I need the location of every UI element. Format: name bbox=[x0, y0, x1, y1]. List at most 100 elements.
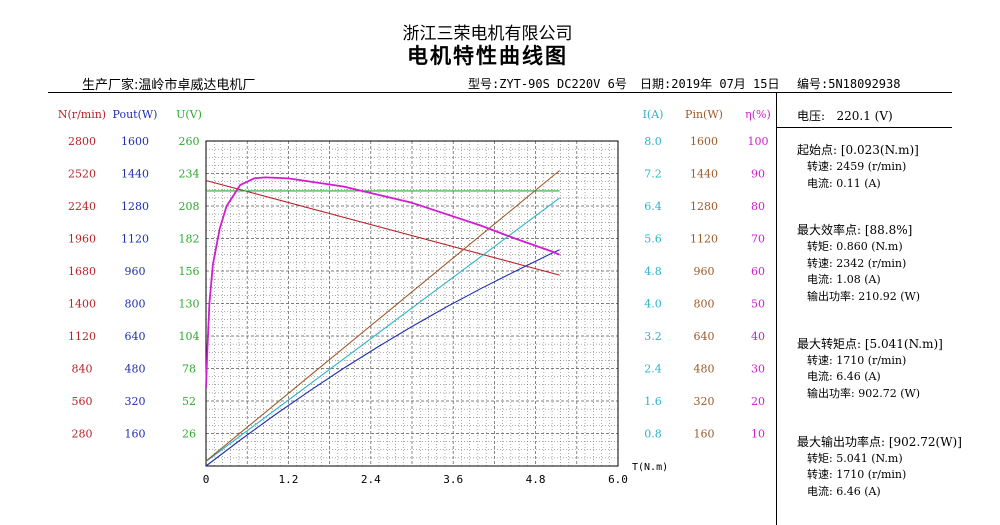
panel-start-head: 起始点: [0.023(N.m)] bbox=[797, 143, 919, 157]
panel-maxpower-head: 最大输出功率点: [902.72(W)] bbox=[797, 435, 962, 449]
tick-label-efficiency: 80 bbox=[751, 200, 765, 213]
tick-label-pin: 800 bbox=[694, 298, 715, 311]
tick-label-voltage: 260 bbox=[179, 135, 200, 148]
panel-maxtorque-line: 电流: 6.46 (A) bbox=[807, 370, 881, 383]
panel-start-line: 电流: 0.11 (A) bbox=[807, 177, 881, 190]
x-tick-label: 4.8 bbox=[526, 473, 546, 486]
header-divider bbox=[48, 92, 952, 93]
panel-start-line: 转速: 2459 (r/min) bbox=[807, 160, 907, 173]
tick-label-speed: 560 bbox=[72, 395, 93, 408]
panel-voltage: 电压: 220.1 (V) bbox=[797, 109, 893, 123]
tick-label-voltage: 130 bbox=[179, 298, 200, 311]
tick-label-efficiency: 20 bbox=[751, 395, 765, 408]
x-tick-label: 2.4 bbox=[361, 473, 381, 486]
tick-label-speed: 1400 bbox=[68, 298, 96, 311]
tick-label-speed: 1120 bbox=[68, 330, 96, 343]
axis-label-current: I(A) bbox=[643, 108, 664, 121]
tick-label-efficiency: 100 bbox=[748, 135, 769, 148]
panel-maxpower-line: 转速: 1710 (r/min) bbox=[807, 468, 907, 481]
tick-label-pin: 480 bbox=[694, 363, 715, 376]
tick-label-current: 5.6 bbox=[644, 233, 662, 246]
axis-label-voltage: U(V) bbox=[176, 108, 202, 121]
series-line-pin bbox=[205, 170, 560, 462]
tick-label-current: 1.6 bbox=[644, 395, 662, 408]
panel-maxeff-line: 转矩: 0.860 (N.m) bbox=[807, 240, 903, 253]
panel-maxpower-line: 电流: 6.46 (A) bbox=[807, 485, 881, 498]
manufacturer-label: 生产厂家:温岭市卓威达电机厂 bbox=[82, 78, 256, 93]
page-title: 电机特性曲线图 bbox=[407, 43, 568, 68]
tick-label-voltage: 52 bbox=[182, 395, 196, 408]
series-line-efficiency bbox=[205, 176, 560, 389]
tick-label-pout: 1120 bbox=[121, 233, 149, 246]
tick-label-voltage: 78 bbox=[182, 363, 196, 376]
motor-characteristic-chart: N(r/min)28002520224019601680140011208405… bbox=[58, 108, 771, 486]
x-tick-label: 1.2 bbox=[278, 473, 298, 486]
series-line-pout bbox=[205, 249, 560, 467]
tick-label-pin: 320 bbox=[694, 395, 715, 408]
tick-label-speed: 1680 bbox=[68, 265, 96, 278]
tick-label-pout: 160 bbox=[125, 428, 146, 441]
tick-label-pin: 1120 bbox=[690, 233, 718, 246]
plot-grid bbox=[205, 140, 619, 467]
panel-maxeff-head: 最大效率点: [88.8%] bbox=[797, 223, 913, 237]
panel-maxtorque-line: 输出功率: 902.72 (W) bbox=[807, 387, 921, 400]
tick-label-pin: 1440 bbox=[690, 168, 718, 181]
tick-label-pout: 320 bbox=[125, 395, 146, 408]
tick-label-pout: 1600 bbox=[121, 135, 149, 148]
model-label: 型号:ZYT-90S DC220V 6号 bbox=[468, 77, 627, 91]
tick-label-current: 8.0 bbox=[644, 135, 662, 148]
tick-label-current: 4.0 bbox=[644, 298, 662, 311]
tick-label-current: 0.8 bbox=[644, 428, 662, 441]
serial-label: 编号:5N18092938 bbox=[797, 77, 901, 91]
tick-label-pout: 1440 bbox=[121, 168, 149, 181]
x-tick-label: 6.0 bbox=[608, 473, 628, 486]
series-line-current bbox=[205, 197, 560, 462]
tick-label-speed: 2240 bbox=[68, 200, 96, 213]
tick-label-pin: 160 bbox=[694, 428, 715, 441]
tick-label-efficiency: 30 bbox=[751, 363, 765, 376]
panel-maxtorque-head: 最大转矩点: [5.041(N.m)] bbox=[797, 337, 943, 351]
tick-label-pin: 1600 bbox=[690, 135, 718, 148]
tick-label-pin: 1280 bbox=[690, 200, 718, 213]
tick-label-pout: 640 bbox=[125, 330, 146, 343]
tick-label-current: 7.2 bbox=[644, 168, 662, 181]
tick-label-voltage: 156 bbox=[179, 265, 200, 278]
plot-frame bbox=[205, 140, 619, 467]
tick-label-pin: 960 bbox=[694, 265, 715, 278]
tick-label-speed: 2520 bbox=[68, 168, 96, 181]
tick-label-pout: 480 bbox=[125, 363, 146, 376]
panel-divider bbox=[776, 92, 777, 525]
tick-label-speed: 280 bbox=[72, 428, 93, 441]
axis-label-efficiency: η(%) bbox=[745, 108, 771, 121]
axis-label-pin: Pin(W) bbox=[685, 108, 723, 121]
panel-maxpower-line: 转矩: 5.041 (N.m) bbox=[807, 452, 903, 465]
tick-label-efficiency: 40 bbox=[751, 330, 765, 343]
tick-label-pout: 800 bbox=[125, 298, 146, 311]
tick-label-pout: 960 bbox=[125, 265, 146, 278]
tick-label-efficiency: 70 bbox=[751, 233, 765, 246]
tick-label-voltage: 104 bbox=[179, 330, 200, 343]
tick-label-efficiency: 10 bbox=[751, 428, 765, 441]
company-name: 浙江三荣电机有限公司 bbox=[402, 24, 573, 44]
tick-label-current: 4.8 bbox=[644, 265, 662, 278]
date-label: 日期:2019年 07月 15日 bbox=[640, 77, 780, 91]
panel-voltage-divider bbox=[776, 127, 952, 128]
tick-label-current: 2.4 bbox=[644, 363, 662, 376]
tick-label-speed: 840 bbox=[72, 363, 93, 376]
tick-label-pin: 640 bbox=[694, 330, 715, 343]
tick-label-efficiency: 50 bbox=[751, 298, 765, 311]
tick-label-voltage: 182 bbox=[179, 233, 200, 246]
x-tick-label: 0 bbox=[203, 473, 210, 486]
tick-label-voltage: 208 bbox=[179, 200, 200, 213]
panel-maxtorque-line: 转速: 1710 (r/min) bbox=[807, 354, 907, 367]
tick-label-voltage: 234 bbox=[179, 168, 200, 181]
panel-maxeff-line: 转速: 2342 (r/min) bbox=[807, 257, 907, 270]
tick-label-efficiency: 60 bbox=[751, 265, 765, 278]
tick-label-current: 6.4 bbox=[644, 200, 662, 213]
tick-label-current: 3.2 bbox=[644, 330, 662, 343]
x-tick-label: 3.6 bbox=[443, 473, 463, 486]
axis-label-pout: Pout(W) bbox=[113, 108, 158, 121]
panel-maxeff-line: 输出功率: 210.92 (W) bbox=[807, 290, 921, 303]
tick-label-speed: 2800 bbox=[68, 135, 96, 148]
axis-label-speed: N(r/min) bbox=[58, 108, 106, 121]
